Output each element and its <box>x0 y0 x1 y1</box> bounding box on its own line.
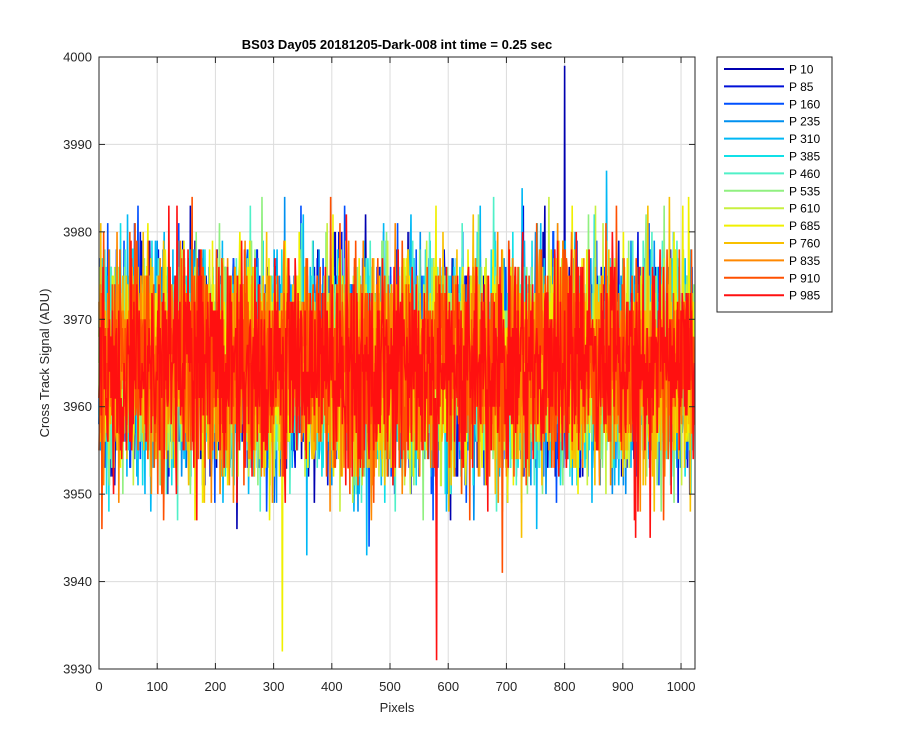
y-tick-label: 3950 <box>63 487 92 502</box>
legend-label: P 235 <box>789 115 820 129</box>
x-tick-label: 200 <box>205 679 227 694</box>
x-tick-label: 900 <box>612 679 634 694</box>
y-tick-label: 3980 <box>63 224 92 239</box>
legend-label: P 910 <box>789 271 820 285</box>
y-tick-label: 3960 <box>63 399 92 414</box>
legend-label: P 610 <box>789 202 820 216</box>
plot-frame <box>98 56 696 670</box>
series-lines <box>98 65 696 661</box>
series-line-p-985 <box>98 205 696 661</box>
x-tick-label: 800 <box>554 679 576 694</box>
chart-title: BS03 Day05 20181205-Dark-008 int time = … <box>242 37 552 52</box>
x-tick-label: 600 <box>437 679 459 694</box>
legend-label: P 310 <box>789 132 820 146</box>
x-tick-label: 0 <box>95 679 102 694</box>
legend-label: P 835 <box>789 254 820 268</box>
legend-label: P 10 <box>789 63 814 77</box>
y-axis-label: Cross Track Signal (ADU) <box>37 289 52 438</box>
plot-area <box>98 56 696 670</box>
y-axis-tick-labels: 3930 3940 3950 3960 3970 3980 3990 4000 <box>63 50 92 677</box>
x-tick-label: 1000 <box>667 679 696 694</box>
legend: P 10 P 85 P 160 P 235 P 310 P 385 P 460 P 535 P … <box>716 56 833 313</box>
legend-label: P 760 <box>789 237 820 251</box>
y-tick-label: 4000 <box>63 50 92 65</box>
y-tick-label: 3940 <box>63 574 92 589</box>
x-tick-label: 300 <box>263 679 285 694</box>
x-axis-tick-labels: 0 100 200 300 400 500 600 700 800 900 1000 <box>95 679 695 694</box>
x-tick-label: 700 <box>496 679 518 694</box>
y-tick-label: 3930 <box>63 662 92 677</box>
x-tick-label: 500 <box>379 679 401 694</box>
legend-box <box>716 56 833 313</box>
axis-ticks <box>98 56 695 670</box>
legend-label: P 85 <box>789 80 814 94</box>
y-tick-label: 3970 <box>63 312 92 327</box>
legend-label: P 160 <box>789 97 820 111</box>
y-tick-label: 3990 <box>63 137 92 152</box>
legend-label: P 460 <box>789 167 820 181</box>
legend-label: P 985 <box>789 289 820 303</box>
x-tick-label: 100 <box>146 679 168 694</box>
x-axis-label: Pixels <box>380 700 415 715</box>
legend-label: P 535 <box>789 184 820 198</box>
legend-label: P 385 <box>789 150 820 164</box>
x-tick-label: 400 <box>321 679 343 694</box>
legend-label: P 685 <box>789 219 820 233</box>
